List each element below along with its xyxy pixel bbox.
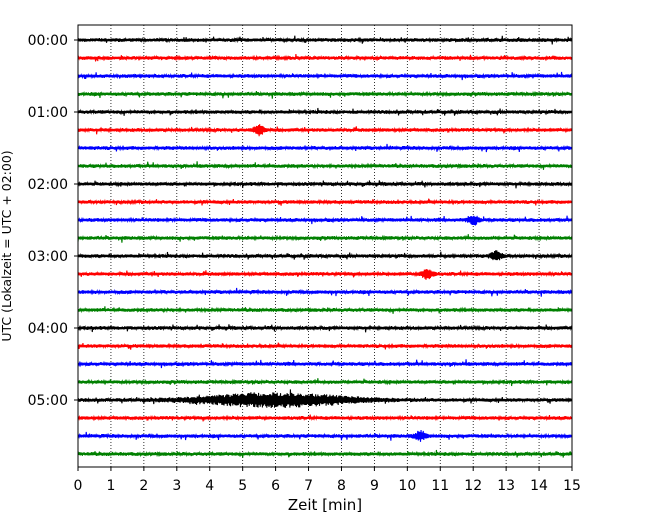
x-tick-label: 9 — [370, 478, 379, 494]
y-axis-ticks: 00:00 01:00 02:00 03:00 04:00 05:00 — [28, 33, 78, 409]
x-tick-label: 13 — [497, 478, 515, 494]
seismogram-trace — [77, 124, 573, 137]
seismogram-trace — [77, 287, 573, 297]
y-tick-label: 00:00 — [28, 33, 68, 49]
seismogram-trace — [77, 71, 573, 81]
seismogram-trace — [77, 90, 573, 99]
seismogram-trace — [77, 215, 573, 226]
x-tick-label: 7 — [304, 478, 313, 494]
seismogram-trace — [77, 234, 573, 243]
y-tick-label: 01:00 — [28, 105, 68, 121]
x-tick-label: 3 — [172, 478, 181, 494]
trace-group — [77, 35, 573, 458]
seismogram-trace — [77, 107, 573, 116]
seismogram-trace — [77, 269, 573, 280]
seismogram-trace — [77, 414, 573, 422]
seismogram-trace — [77, 306, 573, 314]
x-tick-label: 10 — [398, 478, 416, 494]
y-tick-label: 05:00 — [28, 393, 68, 409]
x-axis-ticks: 0 1 2 3 4 5 6 7 8 9 10 11 12 13 14 15 — [74, 467, 581, 494]
y-tick-label: 02:00 — [28, 177, 68, 193]
seismogram-trace — [77, 359, 573, 369]
seismogram-trace — [77, 378, 573, 387]
x-tick-label: 1 — [106, 478, 115, 494]
seismogram-trace — [77, 430, 573, 442]
x-tick-label: 8 — [337, 478, 346, 494]
x-tick-label: 15 — [563, 478, 581, 494]
seismogram-trace — [77, 53, 573, 62]
seismogram-trace — [77, 250, 573, 261]
x-tick-label: 5 — [238, 478, 247, 494]
seismogram-trace — [77, 324, 573, 333]
x-tick-label: 4 — [205, 478, 214, 494]
x-tick-label: 14 — [530, 478, 548, 494]
y-tick-label: 04:00 — [28, 321, 68, 337]
x-axis-label: Zeit [min] — [288, 496, 362, 514]
x-tick-label: 11 — [431, 478, 449, 494]
seismogram-trace — [77, 342, 573, 350]
seismogram-trace — [77, 161, 573, 170]
y-tick-label: 03:00 — [28, 249, 68, 265]
x-tick-label: 2 — [139, 478, 148, 494]
x-tick-label: 12 — [464, 478, 482, 494]
seismogram-trace — [77, 449, 573, 458]
seismogram-trace — [77, 143, 573, 153]
y-axis-label: UTC (Lokalzeit = UTC + 02:00) — [0, 150, 14, 341]
plot-frame — [77, 24, 573, 468]
x-tick-label: 0 — [74, 478, 83, 494]
seismogram-trace — [77, 180, 573, 189]
seismogram-trace — [77, 389, 573, 408]
seismogram-trace — [77, 198, 573, 206]
x-tick-label: 6 — [271, 478, 280, 494]
seismogram-trace — [77, 35, 573, 45]
